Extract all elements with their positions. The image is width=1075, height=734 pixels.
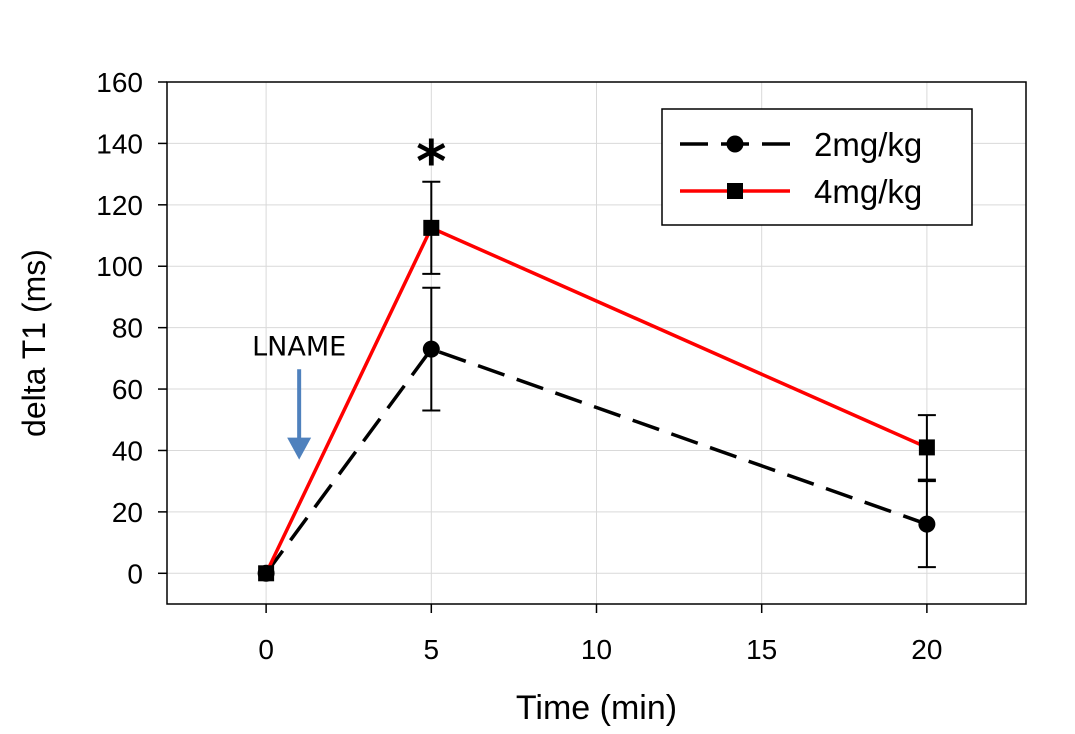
x-tick-label: 20 [911,634,942,665]
x-axis-label: Time (min) [516,689,677,727]
legend-box [661,108,973,226]
legend-label: 2mg/kg [814,126,922,163]
data-point [918,439,935,456]
series-line [264,347,928,575]
y-tick-label: 20 [112,497,143,528]
data-point [422,340,440,358]
x-tick-label: 10 [581,634,612,665]
annotation-label: LNAME [252,331,346,362]
legend-marker [727,183,743,199]
y-tick-label: 80 [112,313,143,344]
x-tick-label: 0 [258,634,274,665]
data-point [918,515,936,533]
series-4mg/kg [258,180,936,582]
legend: 2mg/kg 4mg/kg [661,108,973,226]
y-tick-label: 40 [112,435,143,466]
y-axis-label: delta T1 (ms) [16,249,52,437]
arrow-down-icon [287,437,312,460]
y-tick-label: 120 [96,190,143,221]
axis-ticks: 0 5 10 15 20 0 20 40 60 80 100 120 140 160 [96,67,942,665]
legend-label: 4mg/kg [814,173,922,210]
annotation-layer: * LNAME [252,128,446,460]
legend-marker [726,135,744,153]
data-point [423,219,440,236]
significance-marker: * [416,128,446,196]
x-tick-label: 5 [424,634,440,665]
y-tick-label: 100 [96,251,143,282]
y-tick-label: 160 [96,67,143,98]
x-tick-label: 15 [746,634,777,665]
y-tick-label: 60 [112,374,143,405]
series-layer [257,180,936,582]
data-point [258,565,275,582]
y-tick-label: 0 [127,558,143,589]
y-tick-label: 140 [96,128,143,159]
